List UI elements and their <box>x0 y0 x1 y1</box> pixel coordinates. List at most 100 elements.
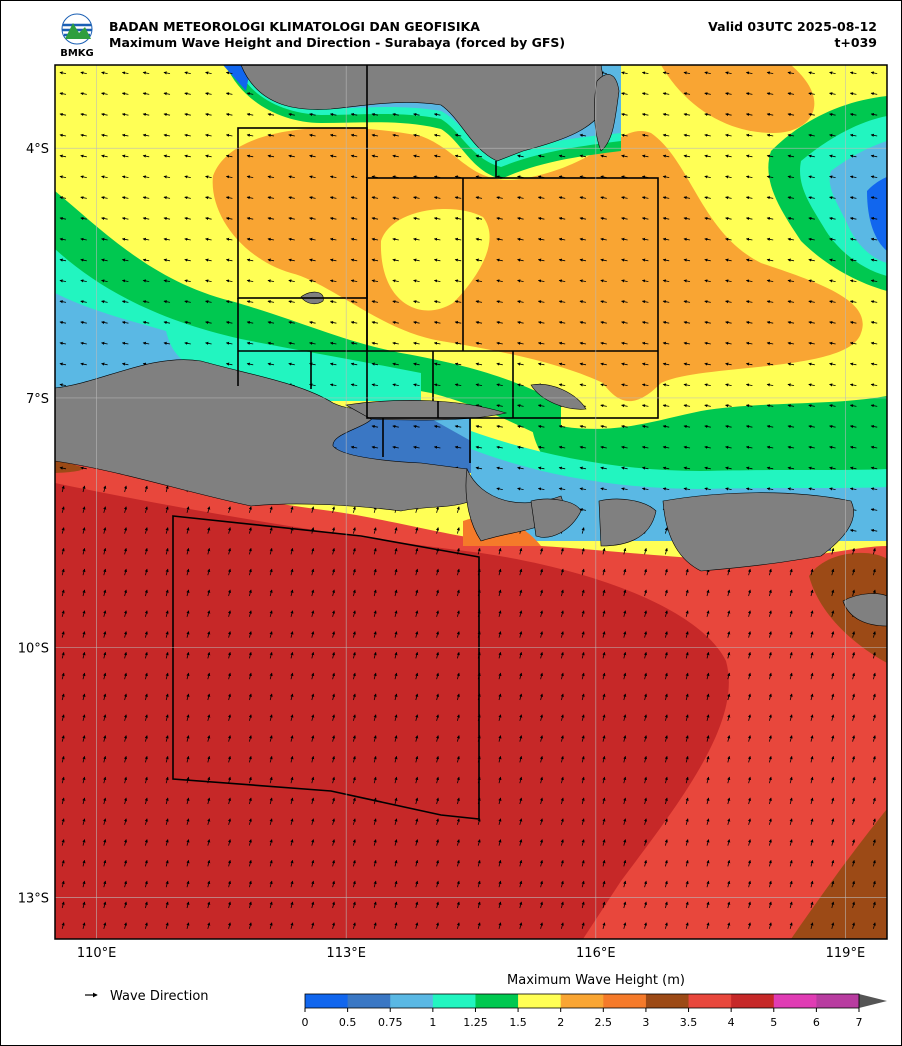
wave-arrow <box>537 487 545 491</box>
wave-arrow <box>456 568 460 576</box>
wave-arrow <box>456 506 460 513</box>
wave-arrow <box>205 279 212 283</box>
wave-arrow <box>371 362 379 366</box>
wave-arrow <box>433 320 441 325</box>
wave-arrow <box>350 300 358 304</box>
wave-arrow <box>59 92 67 96</box>
wave-arrow <box>288 112 295 117</box>
wave-arrow <box>101 320 108 325</box>
wave-arrow <box>163 133 171 137</box>
wave-arrow <box>269 527 273 534</box>
wave-arrow <box>537 341 545 345</box>
wave-arrow <box>371 300 379 304</box>
wave-arrow <box>454 196 462 200</box>
wave-arrow <box>662 112 670 117</box>
wave-arrow <box>870 466 878 470</box>
wave-arrow <box>496 341 503 345</box>
wave-arrow <box>641 112 649 117</box>
wave-arrow <box>184 216 191 221</box>
wave-arrow <box>664 547 668 555</box>
wave-arrow <box>184 320 191 325</box>
wave-arrow <box>704 320 711 325</box>
wave-arrow <box>787 466 795 470</box>
wave-arrow <box>267 341 275 345</box>
wave-arrow <box>745 487 753 491</box>
wave-arrow <box>413 341 420 345</box>
colorbar-segment <box>731 994 775 1008</box>
wave-arrow <box>870 508 878 512</box>
wave-arrow <box>163 175 171 179</box>
wave-arrow <box>725 92 732 96</box>
wave-arrow <box>745 445 753 449</box>
wave-arrow <box>725 320 732 325</box>
wave-arrow <box>331 506 336 513</box>
wave-arrow <box>121 341 129 345</box>
wave-arrow <box>59 216 67 221</box>
wave-arrow <box>725 466 732 470</box>
wave-arrow <box>392 341 399 345</box>
wave-arrow <box>745 196 753 200</box>
wave-arrow <box>641 362 649 366</box>
wave-arrow <box>225 216 233 221</box>
wave-arrow <box>496 445 503 449</box>
wave-arrow <box>704 362 711 366</box>
wave-arrow <box>641 279 649 283</box>
wave-arrow <box>870 341 878 345</box>
wave-arrow <box>454 154 462 158</box>
wave-arrow <box>808 341 815 345</box>
wave-arrow <box>435 568 440 576</box>
wave-arrow <box>496 466 503 470</box>
wave-arrow <box>82 506 86 513</box>
wave-arrow <box>475 258 483 262</box>
wave-arrow <box>267 175 275 179</box>
wave-arrow <box>267 133 275 137</box>
wave-arrow <box>621 487 628 491</box>
wave-arrow <box>870 445 878 449</box>
wave-arrow <box>704 445 711 449</box>
wave-arrow <box>602 547 606 555</box>
wave-arrow <box>267 362 275 366</box>
wave-arrow <box>496 383 503 387</box>
wave-arrow <box>475 154 483 158</box>
wave-arrow <box>454 320 462 325</box>
wave-arrow <box>246 216 254 221</box>
wave-arrow <box>829 487 836 491</box>
wave-arrow <box>517 300 524 304</box>
wave-arrow <box>454 362 462 366</box>
wave-arrow <box>641 92 649 96</box>
wave-arrow <box>371 383 379 387</box>
wave-arrow <box>225 196 233 200</box>
wave-arrow <box>207 547 211 555</box>
wave-arrow <box>683 362 691 366</box>
wave-arrow <box>641 154 649 158</box>
wave-arrow <box>662 362 670 366</box>
wave-arrow <box>350 320 358 325</box>
wave-arrow <box>766 341 774 345</box>
wave-arrow <box>808 92 815 96</box>
wave-arrow <box>662 300 670 304</box>
wave-arrow <box>829 71 836 75</box>
wave-arrow <box>683 404 691 408</box>
wave-arrow <box>227 527 232 534</box>
wave-arrow <box>498 568 502 576</box>
wave-arrow <box>766 154 774 158</box>
wave-arrow <box>662 424 670 429</box>
wave-arrow <box>225 300 233 304</box>
wave-arrow <box>184 341 191 345</box>
wave-arrow <box>82 568 86 576</box>
wave-arrow <box>683 424 691 429</box>
wave-arrow <box>352 527 356 534</box>
wave-arrow <box>537 362 545 366</box>
wave-arrow <box>288 196 295 200</box>
wave-arrow <box>123 568 128 576</box>
wave-arrow <box>435 506 440 513</box>
wave-arrow <box>579 362 587 366</box>
wave-arrow <box>766 71 774 75</box>
wave-arrow <box>454 383 462 387</box>
wave-arrow <box>288 320 295 325</box>
wave-arrow <box>225 341 233 345</box>
colorbar: 0 0.5 0.75 1 1.25 1.5 2 2.5 3 3.5 4 5 6 7 <box>302 993 887 1029</box>
wave-arrow <box>745 424 753 429</box>
wave-arrow <box>787 341 795 345</box>
wave-arrow <box>101 112 108 117</box>
